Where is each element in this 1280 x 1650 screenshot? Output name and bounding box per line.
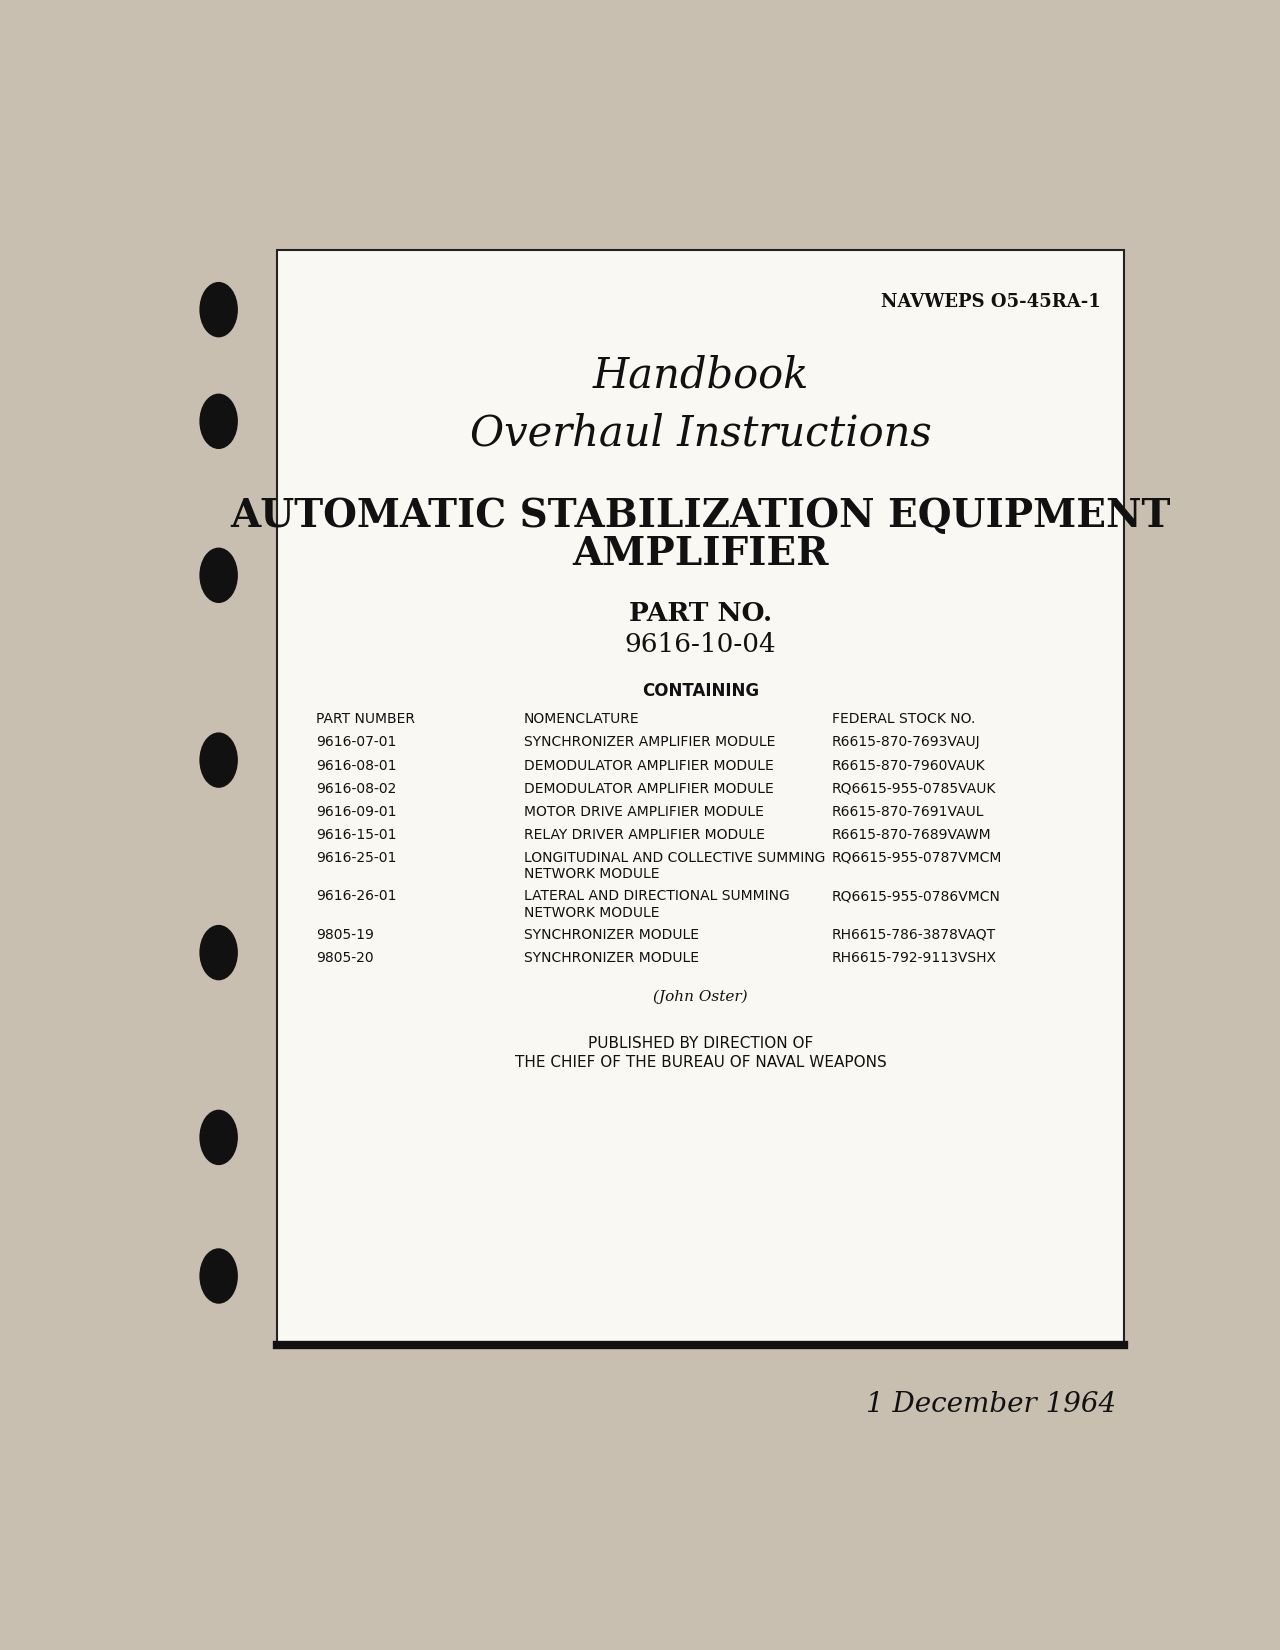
Text: PUBLISHED BY DIRECTION OF: PUBLISHED BY DIRECTION OF bbox=[588, 1036, 813, 1051]
Text: 9616-08-01: 9616-08-01 bbox=[316, 759, 397, 772]
Text: RQ6615-955-0785VAUK: RQ6615-955-0785VAUK bbox=[832, 782, 996, 795]
Text: Handbook: Handbook bbox=[593, 355, 809, 396]
Text: PART NUMBER: PART NUMBER bbox=[316, 713, 415, 726]
Text: RH6615-792-9113VSHX: RH6615-792-9113VSHX bbox=[832, 950, 997, 965]
Text: SYNCHRONIZER MODULE: SYNCHRONIZER MODULE bbox=[524, 950, 699, 965]
Text: SYNCHRONIZER MODULE: SYNCHRONIZER MODULE bbox=[524, 927, 699, 942]
Text: 9616-26-01: 9616-26-01 bbox=[316, 889, 397, 904]
Text: DEMODULATOR AMPLIFIER MODULE: DEMODULATOR AMPLIFIER MODULE bbox=[524, 759, 773, 772]
Text: RH6615-786-3878VAQT: RH6615-786-3878VAQT bbox=[832, 927, 996, 942]
Text: 9616-08-02: 9616-08-02 bbox=[316, 782, 396, 795]
Text: R6615-870-7689VAWM: R6615-870-7689VAWM bbox=[832, 828, 991, 842]
Ellipse shape bbox=[200, 282, 238, 337]
Ellipse shape bbox=[200, 733, 238, 787]
Text: LATERAL AND DIRECTIONAL SUMMING
NETWORK MODULE: LATERAL AND DIRECTIONAL SUMMING NETWORK … bbox=[524, 889, 790, 919]
Text: R6615-870-7693VAUJ: R6615-870-7693VAUJ bbox=[832, 736, 980, 749]
Text: SYNCHRONIZER AMPLIFIER MODULE: SYNCHRONIZER AMPLIFIER MODULE bbox=[524, 736, 774, 749]
Text: R6615-870-7960VAUK: R6615-870-7960VAUK bbox=[832, 759, 986, 772]
Text: Overhaul Instructions: Overhaul Instructions bbox=[470, 412, 932, 454]
Text: PART NO.: PART NO. bbox=[628, 601, 772, 625]
Text: RQ6615-955-0787VMCM: RQ6615-955-0787VMCM bbox=[832, 851, 1002, 865]
Text: 9805-20: 9805-20 bbox=[316, 950, 374, 965]
Text: NOMENCLATURE: NOMENCLATURE bbox=[524, 713, 639, 726]
Text: 9616-09-01: 9616-09-01 bbox=[316, 805, 397, 818]
Text: 9616-10-04: 9616-10-04 bbox=[625, 632, 777, 657]
Text: RQ6615-955-0786VMCN: RQ6615-955-0786VMCN bbox=[832, 889, 1001, 904]
Text: 9616-25-01: 9616-25-01 bbox=[316, 851, 396, 865]
Ellipse shape bbox=[200, 394, 238, 449]
Text: FEDERAL STOCK NO.: FEDERAL STOCK NO. bbox=[832, 713, 975, 726]
Ellipse shape bbox=[200, 548, 238, 602]
Text: 1 December 1964: 1 December 1964 bbox=[867, 1391, 1116, 1419]
Text: AUTOMATIC STABILIZATION EQUIPMENT: AUTOMATIC STABILIZATION EQUIPMENT bbox=[230, 497, 1171, 535]
Text: DEMODULATOR AMPLIFIER MODULE: DEMODULATOR AMPLIFIER MODULE bbox=[524, 782, 773, 795]
Ellipse shape bbox=[200, 926, 238, 980]
Text: R6615-870-7691VAUL: R6615-870-7691VAUL bbox=[832, 805, 984, 818]
Text: NAVWEPS O5-45RA-1: NAVWEPS O5-45RA-1 bbox=[882, 292, 1101, 310]
Text: 9616-07-01: 9616-07-01 bbox=[316, 736, 396, 749]
Text: MOTOR DRIVE AMPLIFIER MODULE: MOTOR DRIVE AMPLIFIER MODULE bbox=[524, 805, 763, 818]
Text: 9805-19: 9805-19 bbox=[316, 927, 374, 942]
Text: RELAY DRIVER AMPLIFIER MODULE: RELAY DRIVER AMPLIFIER MODULE bbox=[524, 828, 764, 842]
Ellipse shape bbox=[200, 1249, 238, 1304]
Text: AMPLIFIER: AMPLIFIER bbox=[572, 535, 829, 573]
Text: LONGITUDINAL AND COLLECTIVE SUMMING
NETWORK MODULE: LONGITUDINAL AND COLLECTIVE SUMMING NETW… bbox=[524, 851, 824, 881]
Text: CONTAINING: CONTAINING bbox=[643, 681, 759, 700]
Text: 9616-15-01: 9616-15-01 bbox=[316, 828, 397, 842]
Text: (John Oster): (John Oster) bbox=[653, 990, 748, 1003]
Bar bbox=[278, 251, 1124, 1345]
Text: THE CHIEF OF THE BUREAU OF NAVAL WEAPONS: THE CHIEF OF THE BUREAU OF NAVAL WEAPONS bbox=[515, 1054, 887, 1069]
Ellipse shape bbox=[200, 1110, 238, 1165]
